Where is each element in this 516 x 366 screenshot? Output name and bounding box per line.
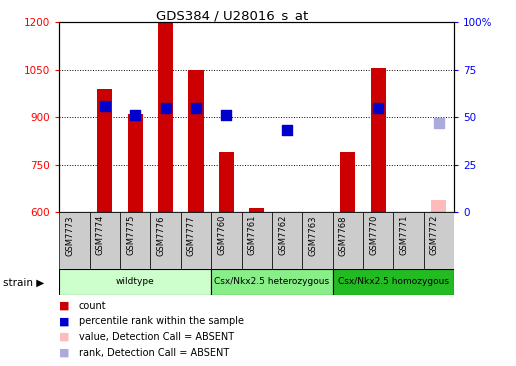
Bar <box>393 212 424 269</box>
Bar <box>151 212 181 269</box>
Text: GSM7775: GSM7775 <box>126 215 135 255</box>
Bar <box>219 152 234 212</box>
Text: GSM7761: GSM7761 <box>248 215 257 255</box>
Bar <box>211 212 241 269</box>
Text: ■: ■ <box>59 348 70 358</box>
Point <box>283 127 291 133</box>
Point <box>131 112 139 118</box>
Point <box>222 112 231 117</box>
Bar <box>59 269 211 295</box>
Bar <box>333 212 363 269</box>
Text: GSM7774: GSM7774 <box>96 215 105 255</box>
Text: strain ▶: strain ▶ <box>3 277 44 288</box>
Point <box>374 105 382 111</box>
Text: GSM7760: GSM7760 <box>217 215 227 255</box>
Text: Csx/Nkx2.5 heterozygous: Csx/Nkx2.5 heterozygous <box>214 277 329 286</box>
Bar <box>249 208 264 212</box>
Text: GSM7770: GSM7770 <box>369 215 378 255</box>
Point <box>192 105 200 111</box>
Text: GSM7773: GSM7773 <box>66 215 74 255</box>
Text: count: count <box>79 300 107 311</box>
Bar <box>211 269 333 295</box>
Bar <box>333 269 454 295</box>
Bar <box>158 22 173 212</box>
Bar <box>340 152 356 212</box>
Text: value, Detection Call = ABSENT: value, Detection Call = ABSENT <box>79 332 234 342</box>
Bar <box>59 212 90 269</box>
Text: Csx/Nkx2.5 homozygous: Csx/Nkx2.5 homozygous <box>338 277 449 286</box>
Bar <box>272 212 302 269</box>
Text: rank, Detection Call = ABSENT: rank, Detection Call = ABSENT <box>79 348 229 358</box>
Bar <box>98 89 112 212</box>
Bar <box>424 212 454 269</box>
Text: ■: ■ <box>59 300 70 311</box>
Text: wildtype: wildtype <box>116 277 155 286</box>
Bar <box>370 68 386 212</box>
Text: GSM7776: GSM7776 <box>157 215 166 255</box>
Point <box>162 105 170 111</box>
Text: GDS384 / U28016_s_at: GDS384 / U28016_s_at <box>156 9 309 22</box>
Bar <box>431 199 446 212</box>
Text: percentile rank within the sample: percentile rank within the sample <box>79 316 244 326</box>
Bar <box>302 212 333 269</box>
Bar <box>181 212 211 269</box>
Text: GSM7771: GSM7771 <box>399 215 409 255</box>
Text: GSM7763: GSM7763 <box>309 215 317 255</box>
Point <box>101 103 109 109</box>
Text: ■: ■ <box>59 332 70 342</box>
Text: GSM7772: GSM7772 <box>430 215 439 255</box>
Bar <box>363 212 393 269</box>
Text: GSM7777: GSM7777 <box>187 215 196 255</box>
Bar <box>120 212 151 269</box>
Bar <box>127 114 143 212</box>
Bar <box>90 212 120 269</box>
Text: GSM7768: GSM7768 <box>339 215 348 255</box>
Text: GSM7762: GSM7762 <box>278 215 287 255</box>
Bar <box>241 212 272 269</box>
Text: ■: ■ <box>59 316 70 326</box>
Point <box>435 120 443 126</box>
Bar <box>188 70 204 212</box>
